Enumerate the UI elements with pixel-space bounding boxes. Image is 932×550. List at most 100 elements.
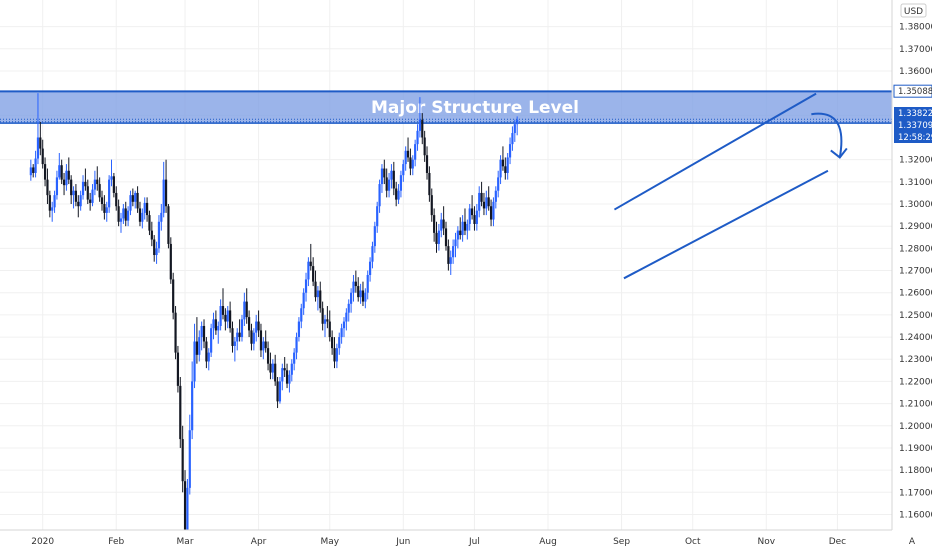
- candle-body: [36, 137, 40, 159]
- time-tick-label: Mar: [177, 537, 194, 547]
- price-tick-label: 1.19000: [899, 444, 932, 454]
- candle-body: [176, 352, 180, 386]
- candle-body: [511, 133, 514, 145]
- candle: [191, 361, 194, 440]
- candle: [250, 323, 253, 351]
- grid-lines: [0, 0, 892, 530]
- candle-body: [122, 208, 125, 219]
- candle: [501, 146, 505, 171]
- candle: [276, 376, 279, 409]
- candle-body: [314, 281, 317, 298]
- candle-body: [480, 192, 483, 202]
- candle: [409, 148, 412, 176]
- candle: [487, 186, 490, 211]
- candle: [368, 257, 372, 282]
- candle: [39, 121, 42, 156]
- candle-body: [269, 363, 272, 373]
- candle: [416, 124, 419, 151]
- candle-body: [482, 201, 486, 209]
- candle-body: [368, 261, 372, 275]
- candle-body: [77, 201, 80, 207]
- candle: [497, 170, 500, 198]
- candle-body: [331, 337, 334, 349]
- candle-body: [461, 221, 464, 236]
- candle-body: [65, 170, 68, 186]
- candle: [110, 159, 113, 187]
- candle-body: [283, 368, 286, 371]
- price-tick-label: 1.38000: [899, 23, 932, 33]
- candle: [506, 153, 509, 180]
- candle: [103, 195, 106, 220]
- candle: [300, 303, 303, 329]
- candle: [281, 363, 284, 391]
- candle: [418, 97, 422, 138]
- candle-body: [513, 124, 516, 134]
- time-axis-bg[interactable]: [0, 530, 932, 550]
- candle: [508, 137, 512, 165]
- price-tick-label: 1.16000: [899, 510, 932, 520]
- candle: [181, 425, 184, 493]
- structure-zone-rect: [0, 91, 892, 124]
- candle-body: [164, 179, 168, 207]
- candle: [41, 139, 44, 169]
- candle: [257, 310, 260, 338]
- candle-body: [466, 223, 469, 231]
- candle: [444, 221, 448, 251]
- candle: [112, 172, 115, 198]
- candle-body: [138, 208, 142, 222]
- candle-body: [186, 487, 189, 533]
- candle: [466, 219, 469, 240]
- currency-badge[interactable]: USD: [900, 3, 927, 18]
- candle-body: [316, 290, 319, 298]
- candle-body: [399, 175, 403, 191]
- candle: [108, 175, 111, 213]
- candle-body: [468, 208, 471, 224]
- candle: [342, 317, 346, 338]
- candle-body: [423, 137, 426, 156]
- candle: [463, 208, 467, 236]
- candle-body: [449, 257, 452, 264]
- candle: [364, 288, 367, 309]
- candle-body: [72, 190, 75, 196]
- candle: [387, 172, 391, 198]
- candle: [150, 221, 153, 247]
- price-tag-box: [894, 131, 932, 143]
- candle: [335, 343, 338, 369]
- candle: [115, 186, 118, 211]
- candle: [333, 337, 336, 369]
- candle-body: [380, 168, 384, 185]
- candle-body: [404, 150, 407, 165]
- candle: [359, 283, 362, 304]
- time-tick-label: Sep: [613, 537, 630, 547]
- price-tick-label: 1.17000: [899, 488, 932, 498]
- candle-body: [51, 207, 54, 211]
- candle: [304, 272, 308, 302]
- candle-body: [243, 301, 246, 320]
- candle: [210, 323, 213, 358]
- candle: [385, 168, 388, 198]
- auto-scale-button[interactable]: A: [909, 537, 916, 547]
- candle-body: [347, 303, 350, 313]
- candle: [449, 250, 452, 275]
- candle-body: [440, 219, 443, 231]
- candle: [127, 206, 130, 227]
- candle: [404, 146, 407, 171]
- candle-body: [195, 341, 199, 355]
- candle: [454, 232, 457, 258]
- candle-body: [181, 439, 184, 482]
- candle-body: [250, 330, 253, 344]
- candle-body: [70, 179, 73, 196]
- price-tag-box: [893, 84, 932, 98]
- candle: [326, 306, 329, 329]
- candle-body: [245, 301, 248, 318]
- candle-body: [293, 352, 296, 364]
- candle-body: [264, 341, 267, 349]
- candle-body: [397, 190, 400, 200]
- candle: [489, 199, 493, 227]
- candle-body: [212, 319, 215, 329]
- candle-body: [489, 206, 493, 220]
- candle-body: [207, 352, 210, 362]
- candle-body: [60, 165, 63, 180]
- candle-body: [335, 348, 338, 362]
